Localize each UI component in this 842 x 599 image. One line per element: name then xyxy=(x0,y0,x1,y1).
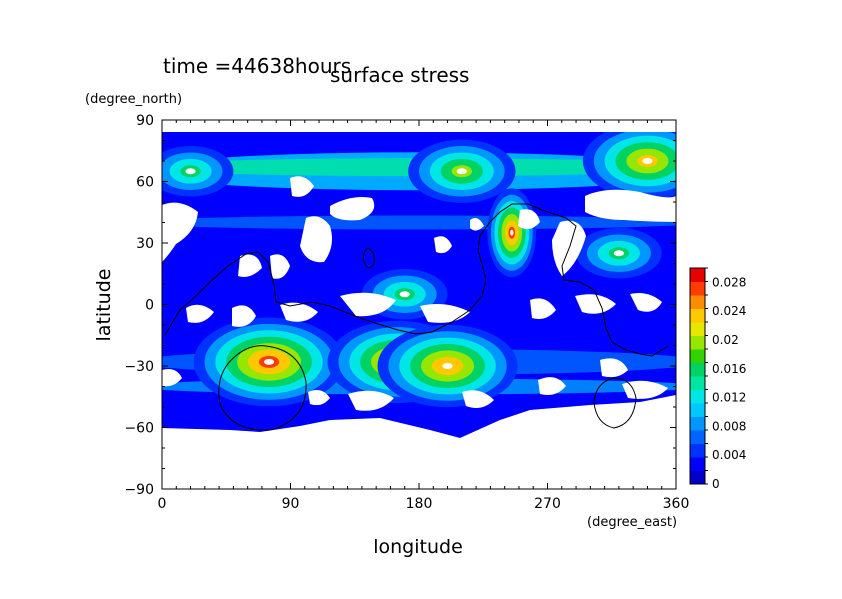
x-axis: 0 90 180 270 360 xyxy=(158,120,690,512)
empty-south-lobe-d xyxy=(462,390,494,408)
empty-regions xyxy=(162,120,676,489)
empty-south-lobe-b xyxy=(308,390,330,406)
empty-equator-lobe-h xyxy=(630,293,662,312)
colorbar-segment xyxy=(690,376,705,390)
empty-equator-lobe-d xyxy=(340,292,396,317)
empty-north-lobe-c xyxy=(330,197,375,221)
empty-equator-lobe-b xyxy=(232,305,256,327)
x-unit-label: (degree_east) xyxy=(587,515,677,530)
empty-east-lobe xyxy=(585,189,676,222)
colorbar-segment xyxy=(690,416,705,431)
empty-lobe-d xyxy=(238,254,262,277)
colorbar-label: 0.004 xyxy=(712,448,746,462)
y-axis-title: latitude xyxy=(93,269,115,342)
x-tick-label: 360 xyxy=(663,496,690,512)
hotspot-3 xyxy=(377,324,518,408)
hotspot-center xyxy=(263,358,275,365)
empty-south-lobe-c xyxy=(348,390,394,411)
coastlines xyxy=(164,203,669,431)
coastline-africa xyxy=(164,203,669,357)
plot-area xyxy=(162,120,676,489)
empty-equator-lobe-a xyxy=(186,304,214,323)
colorbar-segment xyxy=(690,430,705,444)
empty-bottom-region xyxy=(162,395,676,489)
empty-south-lobe-g xyxy=(622,380,668,399)
hotspot-5 xyxy=(408,139,516,203)
y-unit-label: (degree_north) xyxy=(85,92,182,107)
x-tick-label: 180 xyxy=(406,496,433,512)
band-north-mid xyxy=(162,215,676,230)
colorbar-label: 0.016 xyxy=(712,362,746,376)
colorbar-label: 0.028 xyxy=(712,275,746,289)
colorbar-segment xyxy=(690,295,705,309)
y-tick-label: 90 xyxy=(136,113,154,129)
y-tick-label: 30 xyxy=(136,236,154,252)
colorbar-segment xyxy=(690,268,705,282)
colorbar-segment xyxy=(690,308,705,323)
hotspot-8 xyxy=(576,228,662,279)
coastline-antarctic-ring xyxy=(218,345,307,431)
empty-south-lobe-f xyxy=(600,358,628,378)
hotspot-center xyxy=(642,158,653,164)
colorbar-segment xyxy=(690,281,705,296)
x-tick-label: 270 xyxy=(534,496,561,512)
hotspot-0 xyxy=(487,188,537,278)
y-tick-label: −90 xyxy=(124,482,154,498)
empty-lobe-f xyxy=(518,209,540,230)
colorbar-label: 0 xyxy=(712,477,720,491)
y-tick-label: −30 xyxy=(124,359,154,375)
colorbar-label: 0.02 xyxy=(712,333,739,347)
colorbar-segment xyxy=(690,335,705,350)
time-label: time =44638hours xyxy=(163,54,351,78)
empty-lobe-e xyxy=(270,254,290,279)
colorbar-label: 0.024 xyxy=(712,304,746,318)
coastline-island-b xyxy=(593,377,637,429)
y-tick-label: −60 xyxy=(124,421,154,437)
x-axis-title: longitude xyxy=(373,536,463,558)
empty-south-pacific xyxy=(430,447,442,462)
y-axis: 90 60 30 0 −30 −60 −90 xyxy=(124,113,676,498)
colorbar-segment xyxy=(690,443,705,458)
hotspot-center xyxy=(510,229,514,236)
hotspot-1 xyxy=(193,317,345,407)
empty-equator-lobe-f xyxy=(530,298,556,319)
empty-south-lobe-e xyxy=(538,377,566,395)
colorbar-segment xyxy=(690,457,705,471)
hotspot-4 xyxy=(582,123,676,199)
colorbar-label: 0.012 xyxy=(712,391,746,405)
colorbar-segment xyxy=(690,322,705,336)
x-tick-label: 0 xyxy=(158,496,167,512)
empty-north-lobe-a xyxy=(162,202,198,262)
y-tick-label: 0 xyxy=(145,298,154,314)
coastline-island-a xyxy=(363,247,375,268)
hotspot-center xyxy=(456,168,467,175)
y-tick-label: 60 xyxy=(136,175,154,191)
hotspot-center xyxy=(185,168,196,175)
colorbar-segment xyxy=(690,403,705,417)
colorbar-segment xyxy=(690,349,705,363)
x-tick-label: 90 xyxy=(282,496,300,512)
empty-lobe-i xyxy=(434,236,452,254)
colorbar-segment xyxy=(690,470,705,485)
colorbar-label: 0.008 xyxy=(712,419,746,433)
colorbar-segment xyxy=(690,389,705,404)
empty-south-lobe-a xyxy=(162,369,182,387)
colorbar: 0.028 0.024 0.02 0.016 0.012 0.008 0.004 0 xyxy=(689,267,746,491)
hotspot-center xyxy=(613,250,624,257)
hotspot-center xyxy=(399,291,410,298)
hotspot-6 xyxy=(162,146,234,197)
colorbar-segment xyxy=(690,362,705,377)
hotspot-center xyxy=(442,363,453,369)
empty-mid-lobe xyxy=(300,216,332,263)
empty-lobe-h xyxy=(470,218,484,231)
empty-equator-lobe-c xyxy=(280,302,318,322)
empty-north-lobe-b xyxy=(290,176,314,197)
chart-title: surface stress xyxy=(330,63,469,87)
empty-equator-lobe-g xyxy=(575,294,616,314)
